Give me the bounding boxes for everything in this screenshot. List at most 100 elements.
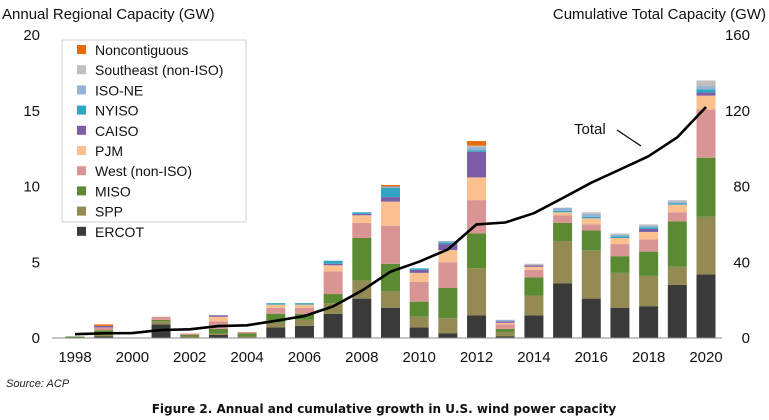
bar-segment bbox=[696, 92, 716, 96]
x-tick-label: 2000 bbox=[116, 349, 149, 366]
legend-label: PJM bbox=[95, 143, 123, 159]
bar-segment bbox=[639, 228, 659, 232]
bar-segment bbox=[294, 325, 314, 338]
bar-segment bbox=[495, 322, 515, 325]
bar-segment bbox=[667, 212, 687, 222]
bar-segment bbox=[639, 251, 659, 276]
bar-segment bbox=[610, 234, 630, 237]
bar-segment bbox=[467, 177, 487, 201]
right-tick-label: 0 bbox=[742, 330, 750, 347]
bar-segment bbox=[524, 263, 544, 266]
bar-segment bbox=[610, 307, 630, 338]
right-axis-ticks: 0 40 80 120 160 bbox=[725, 27, 750, 347]
legend-swatch bbox=[77, 65, 86, 75]
bar-segment bbox=[495, 321, 515, 323]
bar-segment bbox=[696, 274, 716, 338]
bar-segment bbox=[94, 330, 114, 334]
cumulative-total-line bbox=[74, 106, 707, 336]
x-tick-label: 2016 bbox=[575, 349, 608, 366]
total-annotation: Total bbox=[574, 121, 606, 138]
left-tick-label: 5 bbox=[32, 254, 40, 271]
bar-segment bbox=[237, 333, 257, 337]
bar-segment bbox=[294, 319, 314, 326]
bar-segment bbox=[553, 210, 573, 213]
x-tick-label: 2012 bbox=[460, 349, 493, 366]
figure-caption: Figure 2. Annual and cumulative growth i… bbox=[152, 402, 617, 416]
x-tick-label: 2002 bbox=[173, 349, 206, 366]
bar-segment bbox=[323, 265, 343, 272]
bar-segment bbox=[553, 215, 573, 223]
bar-segment bbox=[581, 250, 601, 299]
bar-segment bbox=[524, 277, 544, 296]
bar-segment bbox=[323, 260, 343, 264]
bar-segment bbox=[667, 200, 687, 202]
bar-segment bbox=[524, 266, 544, 270]
bar-segment bbox=[438, 244, 458, 251]
left-tick-label: 15 bbox=[23, 103, 40, 120]
bar-segment bbox=[467, 268, 487, 316]
bar-segment bbox=[581, 218, 601, 225]
bar-segment bbox=[639, 306, 659, 338]
bar-segment bbox=[381, 291, 400, 308]
bar-segment bbox=[409, 281, 429, 302]
left-axis-ticks: 0 5 10 15 20 bbox=[23, 27, 40, 347]
legend-label: SPP bbox=[95, 204, 123, 220]
bar-segment bbox=[352, 212, 372, 214]
legend-label: West (non-ISO) bbox=[95, 163, 192, 179]
bar-segment bbox=[610, 236, 630, 239]
bar-segment bbox=[467, 141, 487, 146]
bar-segment bbox=[352, 213, 372, 216]
bar-segment bbox=[467, 151, 487, 178]
bar-segment bbox=[696, 89, 716, 93]
bar-segment bbox=[581, 213, 601, 217]
bar-segment bbox=[639, 225, 659, 228]
bar-segment bbox=[581, 230, 601, 251]
bar-segment bbox=[667, 266, 687, 285]
bar-segment bbox=[639, 231, 659, 240]
bar-segment bbox=[438, 318, 458, 334]
bar-segment bbox=[495, 328, 515, 332]
bar-segment bbox=[266, 304, 286, 308]
x-tick-label: 2014 bbox=[517, 349, 550, 366]
bar-segment bbox=[667, 221, 687, 267]
left-axis-title: Annual Regional Capacity (GW) bbox=[2, 6, 215, 23]
bar-segment bbox=[610, 256, 630, 273]
bar-segment bbox=[323, 294, 343, 304]
x-axis-ticks: 1998 2000 2002 2004 2006 2008 2010 2012 2014 2016… bbox=[58, 349, 722, 366]
right-tick-label: 80 bbox=[733, 179, 750, 196]
left-tick-label: 10 bbox=[23, 179, 40, 196]
bar-segment bbox=[323, 313, 343, 338]
bar-segment bbox=[553, 283, 573, 338]
legend-swatch bbox=[77, 85, 86, 95]
legend-label: NYISO bbox=[95, 103, 139, 119]
bar-segment bbox=[237, 336, 257, 338]
bar-segment bbox=[581, 298, 601, 338]
legend-swatch bbox=[77, 105, 86, 115]
bar-segment bbox=[409, 316, 429, 328]
legend-label: ISO-NE bbox=[95, 82, 143, 98]
bar-segment bbox=[151, 319, 171, 322]
bar-segment bbox=[438, 242, 458, 245]
bar-segment bbox=[639, 224, 659, 226]
legend: Noncontiguous Southeast (non-ISO) ISO-NE NY… bbox=[77, 42, 223, 240]
bar-segment bbox=[438, 250, 458, 263]
bar-segment bbox=[208, 315, 228, 317]
bar-segment bbox=[438, 262, 458, 289]
bar-segment bbox=[409, 268, 429, 270]
bar-segment bbox=[352, 298, 372, 338]
bar-segment bbox=[409, 269, 429, 273]
bar-segment bbox=[581, 212, 601, 214]
legend-label: MISO bbox=[95, 183, 131, 199]
x-tick-label: 2010 bbox=[402, 349, 435, 366]
bar-segment bbox=[65, 336, 85, 338]
bar-segment bbox=[610, 233, 630, 235]
bar-segment bbox=[294, 303, 314, 305]
bar-segment bbox=[323, 263, 343, 266]
bar-segment bbox=[495, 324, 515, 329]
bar-segment bbox=[639, 227, 659, 229]
bar-segment bbox=[381, 307, 400, 338]
right-axis-title: Cumulative Total Capacity (GW) bbox=[553, 6, 766, 23]
bar-segment bbox=[495, 319, 515, 322]
bar-segment bbox=[467, 233, 487, 269]
